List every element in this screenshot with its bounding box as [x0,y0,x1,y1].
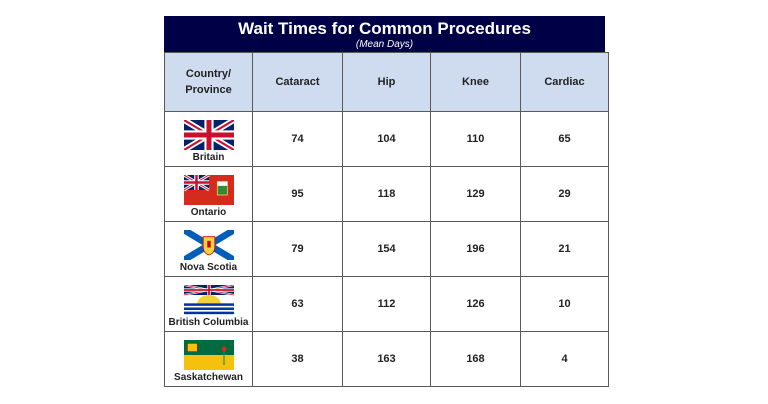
region-cell: Britain [164,111,253,167]
header-row: Country/ Province Cataract Hip Knee Card… [164,52,609,112]
header-region-label: Country/ Province [185,68,232,96]
region-label: Britain [192,151,225,163]
region-label: Nova Scotia [179,261,238,273]
value-cell: 110 [430,111,521,167]
table-subtitle: (Mean Days) [355,39,414,50]
wait-times-table: Wait Times for Common Procedures (Mean D… [164,16,609,389]
header-hip: Hip [342,52,431,112]
region-label: Saskatchewan [174,371,243,383]
value-cell: 63 [252,276,343,332]
value-cell: 104 [342,111,431,167]
region-cell: Nova Scotia [164,221,253,277]
britain-flag-icon [183,119,234,150]
value-cell: 65 [520,111,609,167]
region-cell: British Columbia [164,276,253,332]
title-bar: Wait Times for Common Procedures (Mean D… [164,16,605,52]
region-label: Ontario [190,206,227,218]
value-cell: 4 [520,331,609,387]
value-cell: 95 [252,166,343,222]
region-label: British Columbia [168,316,249,328]
region-cell: Ontario [164,166,253,222]
value-cell: 126 [430,276,521,332]
data-table: Country/ Province Cataract Hip Knee Card… [164,52,609,387]
header-region: Country/ Province [164,52,253,112]
value-cell: 21 [520,221,609,277]
region-cell: Saskatchewan [164,331,253,387]
value-cell: 168 [430,331,521,387]
british-columbia-flag-icon [183,284,234,315]
value-cell: 196 [430,221,521,277]
header-knee: Knee [430,52,521,112]
value-cell: 112 [342,276,431,332]
value-cell: 118 [342,166,431,222]
table-row: Britain 74 104 110 65 [164,111,609,167]
table-row: Nova Scotia 79 154 196 21 [164,221,609,277]
value-cell: 74 [252,111,343,167]
value-cell: 79 [252,221,343,277]
table-row: Ontario 95 118 129 29 [164,166,609,222]
table-title: Wait Times for Common Procedures [238,19,531,38]
header-cardiac: Cardiac [520,52,609,112]
value-cell: 29 [520,166,609,222]
value-cell: 38 [252,331,343,387]
ontario-flag-icon [183,174,234,205]
table-row: British Columbia 63 112 126 10 [164,276,609,332]
value-cell: 163 [342,331,431,387]
table-row: Saskatchewan 38 163 168 4 [164,331,609,387]
value-cell: 129 [430,166,521,222]
value-cell: 10 [520,276,609,332]
nova-scotia-flag-icon [183,229,234,260]
value-cell: 154 [342,221,431,277]
header-cataract: Cataract [252,52,343,112]
saskatchewan-flag-icon [183,339,234,370]
